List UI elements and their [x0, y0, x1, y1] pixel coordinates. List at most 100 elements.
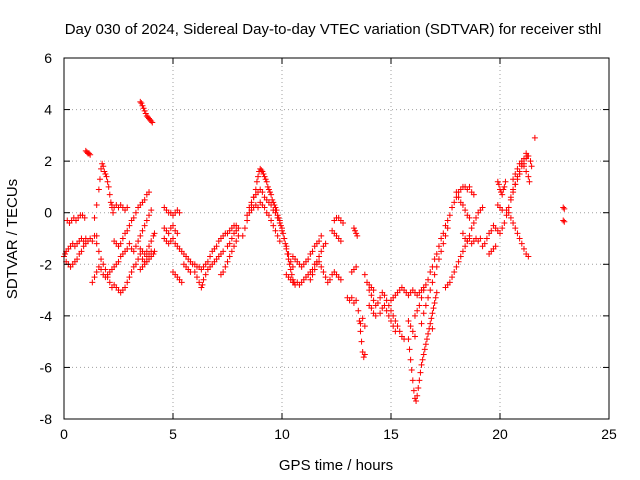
data-point [457, 253, 464, 260]
data-point [93, 269, 100, 276]
data-point [416, 377, 423, 384]
data-point [374, 299, 381, 306]
data-point [142, 110, 149, 117]
data-point [429, 279, 436, 286]
data-point [89, 238, 96, 245]
data-point [307, 276, 314, 283]
data-point [411, 312, 418, 319]
data-point [148, 118, 155, 125]
data-point [419, 356, 426, 363]
y-tick-label: 0 [44, 205, 52, 221]
data-point [62, 250, 69, 257]
data-point [258, 167, 265, 174]
data-point [361, 323, 368, 330]
data-point [409, 328, 416, 335]
data-point [360, 354, 367, 361]
data-point [435, 256, 442, 263]
data-point [368, 292, 375, 299]
data-point [110, 209, 117, 216]
data-point [410, 387, 417, 394]
data-point [425, 276, 432, 283]
data-point [427, 287, 434, 294]
data-point [231, 243, 238, 250]
data-point [526, 178, 533, 185]
data-point [93, 201, 100, 208]
data-point [407, 323, 414, 330]
data-point [449, 204, 456, 211]
data-point [176, 209, 183, 216]
data-point [280, 230, 287, 237]
data-point [433, 289, 440, 296]
data-point [86, 150, 93, 157]
data-point [427, 269, 434, 276]
data-point [405, 336, 412, 343]
data-point [353, 263, 360, 270]
data-point [220, 248, 227, 255]
data-point [429, 325, 436, 332]
data-point [368, 305, 375, 312]
data-point [405, 318, 412, 325]
data-point [130, 214, 137, 221]
data-point [455, 258, 462, 265]
data-point [204, 258, 211, 265]
data-point [244, 212, 251, 219]
data-point [146, 243, 153, 250]
data-point [507, 194, 514, 201]
data-point [220, 269, 227, 276]
data-point [285, 250, 292, 257]
data-point [561, 218, 568, 225]
data-point [124, 279, 131, 286]
data-point [261, 204, 268, 211]
data-point [462, 207, 469, 214]
data-point [78, 248, 85, 255]
data-point [417, 369, 424, 376]
data-point [462, 243, 469, 250]
data-point [451, 199, 458, 206]
data-point [279, 227, 285, 234]
data-point [267, 189, 274, 196]
y-tick-label: -4 [40, 308, 53, 324]
data-point [98, 256, 105, 263]
data-point [322, 240, 329, 247]
data-point [453, 189, 460, 196]
data-point [466, 183, 473, 190]
data-point [466, 235, 473, 242]
data-point [356, 318, 363, 325]
data-point [357, 320, 364, 327]
data-point [170, 235, 176, 242]
data-point [281, 235, 288, 242]
data-point [370, 287, 377, 294]
data-point [560, 217, 567, 224]
plot-frame [63, 57, 610, 420]
data-point [510, 220, 517, 227]
data-point [196, 279, 203, 286]
y-tick-label: 2 [44, 153, 52, 169]
data-point [512, 181, 519, 188]
data-point [132, 209, 139, 216]
data-point [390, 323, 397, 330]
data-point [481, 240, 488, 247]
data-point [451, 269, 458, 276]
data-point [525, 253, 532, 260]
data-point [381, 292, 388, 299]
data-point [137, 232, 144, 239]
data-point [248, 199, 255, 206]
data-point [416, 302, 423, 309]
data-point [520, 163, 527, 170]
data-point [277, 222, 284, 229]
data-point [473, 214, 480, 221]
data-point [470, 191, 477, 198]
data-point [132, 243, 139, 250]
data-point [361, 271, 368, 278]
data-point [146, 189, 153, 196]
data-point [132, 261, 139, 268]
data-point [497, 230, 503, 237]
data-point [93, 232, 100, 239]
data-point [135, 238, 142, 245]
x-tick-label: 0 [60, 426, 68, 442]
data-point [87, 151, 94, 158]
data-point [270, 222, 277, 229]
data-point [174, 230, 181, 237]
data-point [141, 222, 148, 229]
data-point [141, 258, 148, 265]
